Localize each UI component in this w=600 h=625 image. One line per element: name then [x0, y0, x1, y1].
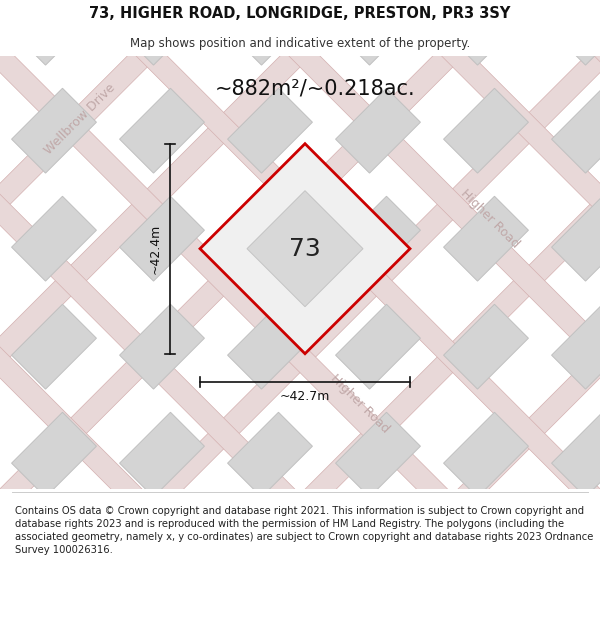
- Text: Higher Road: Higher Road: [458, 187, 522, 251]
- Polygon shape: [0, 264, 308, 625]
- Text: Map shows position and indicative extent of the property.: Map shows position and indicative extent…: [130, 38, 470, 51]
- Polygon shape: [0, 0, 240, 212]
- Text: ~42.4m: ~42.4m: [149, 224, 162, 274]
- Polygon shape: [0, 35, 537, 625]
- Polygon shape: [443, 0, 529, 65]
- Text: 73, HIGHER ROAD, LONGRIDGE, PRESTON, PR3 3SY: 73, HIGHER ROAD, LONGRIDGE, PRESTON, PR3…: [89, 6, 511, 21]
- Polygon shape: [551, 304, 600, 389]
- Polygon shape: [0, 188, 384, 625]
- Polygon shape: [119, 412, 205, 497]
- Polygon shape: [11, 88, 97, 173]
- Polygon shape: [335, 412, 421, 497]
- Polygon shape: [119, 88, 205, 173]
- Polygon shape: [119, 304, 205, 389]
- Polygon shape: [551, 0, 600, 65]
- Polygon shape: [63, 35, 600, 625]
- Polygon shape: [131, 0, 600, 441]
- Text: Wellbrow Drive: Wellbrow Drive: [42, 81, 118, 157]
- Polygon shape: [360, 0, 600, 212]
- Polygon shape: [335, 196, 421, 281]
- Polygon shape: [443, 412, 529, 497]
- Polygon shape: [247, 191, 363, 307]
- Polygon shape: [119, 0, 205, 65]
- Polygon shape: [335, 88, 421, 173]
- Polygon shape: [551, 196, 600, 281]
- Polygon shape: [11, 412, 97, 497]
- Polygon shape: [0, 112, 461, 625]
- Polygon shape: [0, 0, 600, 594]
- Polygon shape: [208, 0, 600, 365]
- Polygon shape: [11, 304, 97, 389]
- Polygon shape: [227, 196, 313, 281]
- Polygon shape: [335, 520, 421, 605]
- Text: 73: 73: [289, 237, 321, 261]
- Polygon shape: [227, 0, 313, 65]
- Polygon shape: [436, 0, 600, 136]
- Polygon shape: [0, 0, 392, 365]
- Polygon shape: [0, 0, 164, 136]
- Polygon shape: [443, 196, 529, 281]
- Text: Higher Road: Higher Road: [328, 372, 392, 436]
- Polygon shape: [0, 0, 316, 289]
- Polygon shape: [443, 520, 529, 605]
- Polygon shape: [227, 304, 313, 389]
- Polygon shape: [0, 0, 469, 441]
- Text: ~882m²/~0.218ac.: ~882m²/~0.218ac.: [215, 79, 415, 99]
- Polygon shape: [335, 0, 421, 65]
- Text: Contains OS data © Crown copyright and database right 2021. This information is : Contains OS data © Crown copyright and d…: [15, 506, 593, 555]
- Polygon shape: [551, 412, 600, 497]
- Polygon shape: [119, 520, 205, 605]
- Polygon shape: [292, 264, 600, 625]
- Polygon shape: [139, 112, 600, 625]
- Polygon shape: [443, 88, 529, 173]
- Polygon shape: [11, 520, 97, 605]
- Polygon shape: [227, 412, 313, 497]
- Polygon shape: [335, 304, 421, 389]
- Text: ~42.7m: ~42.7m: [280, 390, 330, 402]
- Polygon shape: [551, 520, 600, 605]
- Polygon shape: [216, 188, 600, 625]
- Polygon shape: [227, 520, 313, 605]
- Polygon shape: [11, 196, 97, 281]
- Polygon shape: [200, 144, 410, 354]
- Polygon shape: [11, 0, 97, 65]
- Polygon shape: [227, 88, 313, 173]
- Polygon shape: [55, 0, 600, 518]
- Polygon shape: [119, 196, 205, 281]
- Polygon shape: [0, 0, 545, 518]
- Polygon shape: [0, 0, 600, 594]
- Polygon shape: [551, 88, 600, 173]
- Polygon shape: [443, 304, 529, 389]
- Polygon shape: [284, 0, 600, 289]
